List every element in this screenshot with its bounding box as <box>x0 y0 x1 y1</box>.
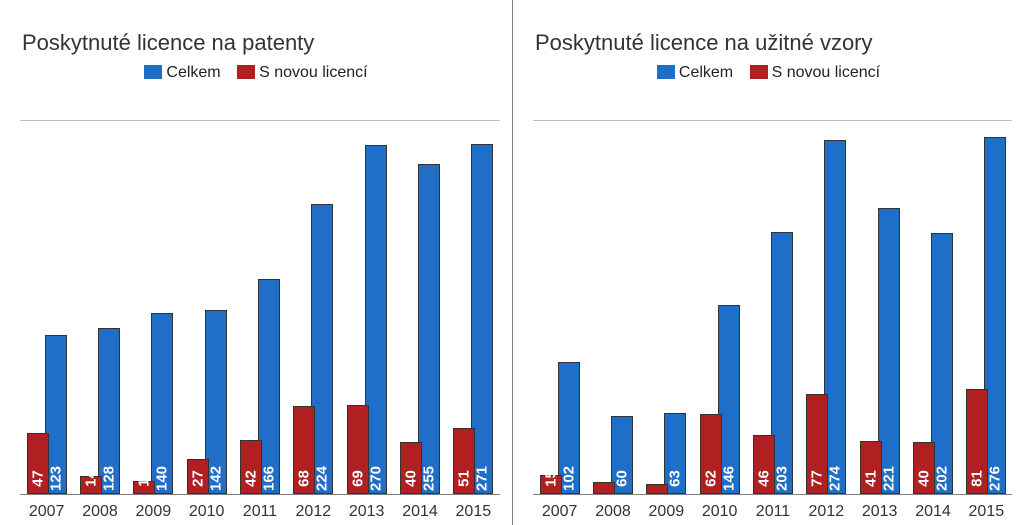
x-tick: 2015 <box>962 503 1010 521</box>
bar-snovou: 15 <box>540 475 562 494</box>
x-tick: 2012 <box>289 503 337 521</box>
x-tick: 2010 <box>696 503 744 521</box>
bar-value-celkem: 166 <box>261 466 278 491</box>
bar-value-snovou: 47 <box>29 470 46 487</box>
bar-value-celkem: 140 <box>154 466 171 491</box>
legend-swatch-celkem <box>657 65 675 79</box>
bar-value-snovou: 9 <box>596 474 613 482</box>
bar-value-snovou: 40 <box>403 470 420 487</box>
bar-value-celkem: 203 <box>774 466 791 491</box>
chart-panel-right: Poskytnuté licence na užitné vzory Celke… <box>512 0 1024 525</box>
bar-value-snovou: 10 <box>136 470 153 487</box>
bar-snovou: 69 <box>347 405 369 494</box>
bar-value-snovou: 51 <box>456 470 473 487</box>
legend-item-celkem: Celkem <box>144 64 220 82</box>
x-tick: 2012 <box>802 503 850 521</box>
bar-value-snovou: 46 <box>756 470 773 487</box>
bar-snovou: 27 <box>187 459 209 494</box>
bar-snovou: 77 <box>806 394 828 494</box>
x-tick: 2013 <box>343 503 391 521</box>
x-tick: 2007 <box>536 503 584 521</box>
legend-item-snovou: S novou licencí <box>750 64 881 82</box>
x-tick: 2010 <box>183 503 231 521</box>
legend-label-celkem: Celkem <box>679 64 733 81</box>
bar-value-celkem: 146 <box>720 466 737 491</box>
bar-value-snovou: 40 <box>916 470 933 487</box>
bar-snovou: 10 <box>133 481 155 494</box>
bar-value-celkem: 202 <box>934 466 951 491</box>
bar-value-snovou: 69 <box>349 470 366 487</box>
bar-snovou: 41 <box>860 441 882 494</box>
chart-xaxis-0: 2007 2008 2009 2010 2011 2012 2013 2014 2015 <box>20 499 500 521</box>
x-tick: 2015 <box>449 503 497 521</box>
bar-value-celkem: 274 <box>827 466 844 491</box>
x-tick: 2011 <box>749 503 797 521</box>
bar-snovou: 40 <box>400 442 422 494</box>
chart-legend: Celkem S novou licencí <box>513 64 1024 88</box>
chart-title: Poskytnuté licence na patenty <box>0 0 512 64</box>
bar-snovou: 68 <box>293 406 315 494</box>
legend-item-snovou: S novou licencí <box>237 64 368 82</box>
bar-snovou: 14 <box>80 476 102 494</box>
bar-celkem: 140 <box>151 313 173 494</box>
bar-snovou: 46 <box>753 435 775 494</box>
bar-snovou: 62 <box>700 414 722 494</box>
bar-value-snovou: 62 <box>702 470 719 487</box>
bar-value-celkem: 128 <box>101 466 118 491</box>
chart-panel-left: Poskytnuté licence na patenty Celkem S n… <box>0 0 512 525</box>
legend-label-celkem: Celkem <box>166 64 220 81</box>
bar-celkem: 128 <box>98 328 120 494</box>
bar-value-celkem: 271 <box>474 466 491 491</box>
bar-snovou: 47 <box>27 433 49 494</box>
x-tick: 2011 <box>236 503 284 521</box>
bar-snovou: 9 <box>593 482 615 494</box>
x-tick: 2007 <box>23 503 71 521</box>
bar-value-snovou: 15 <box>542 470 559 487</box>
chart-title: Poskytnuté licence na užitné vzory <box>513 0 1024 64</box>
bar-value-celkem: 102 <box>560 466 577 491</box>
bar-value-celkem: 276 <box>987 466 1004 491</box>
bar-snovou: 51 <box>453 428 475 494</box>
legend-label-snovou: S novou licencí <box>259 64 368 81</box>
legend-swatch-celkem <box>144 65 162 79</box>
legend-label-snovou: S novou licencí <box>772 64 881 81</box>
legend-item-celkem: Celkem <box>657 64 733 82</box>
x-tick: 2008 <box>589 503 637 521</box>
chart-xaxis-1: 2007 2008 2009 2010 2011 2012 2013 2014 2015 <box>533 499 1012 521</box>
legend-swatch-snovou <box>237 65 255 79</box>
bar-celkem: 63 <box>664 413 686 494</box>
x-tick: 2008 <box>76 503 124 521</box>
bar-value-celkem: 142 <box>207 466 224 491</box>
bar-value-celkem: 63 <box>667 470 684 487</box>
bar-value-snovou: 81 <box>969 470 986 487</box>
bar-value-snovou: 41 <box>862 470 879 487</box>
bar-value-celkem: 60 <box>614 470 631 487</box>
bar-snovou: 81 <box>966 389 988 494</box>
x-tick: 2009 <box>642 503 690 521</box>
bar-value-snovou: 42 <box>243 470 260 487</box>
bar-value-celkem: 255 <box>421 466 438 491</box>
chart-plot-0: 12347 12814 14010 14227 16642 22468 27069 25540… <box>20 120 500 495</box>
bar-value-celkem: 270 <box>367 466 384 491</box>
bar-value-celkem: 221 <box>880 466 897 491</box>
chart-legend: Celkem S novou licencí <box>0 64 512 88</box>
bar-value-snovou: 27 <box>189 470 206 487</box>
bar-value-snovou: 68 <box>296 470 313 487</box>
bar-value-snovou: 14 <box>83 470 100 487</box>
x-tick: 2014 <box>909 503 957 521</box>
bar-value-snovou: 8 <box>649 474 666 482</box>
bar-value-celkem: 123 <box>47 466 64 491</box>
chart-plot-1: 1021560963814662203462747722141202402768… <box>533 120 1012 495</box>
bar-snovou: 8 <box>646 484 668 494</box>
x-tick: 2014 <box>396 503 444 521</box>
bar-snovou: 40 <box>913 442 935 494</box>
bar-snovou: 42 <box>240 440 262 494</box>
legend-swatch-snovou <box>750 65 768 79</box>
bar-value-snovou: 77 <box>809 470 826 487</box>
x-tick: 2013 <box>856 503 904 521</box>
x-tick: 2009 <box>129 503 177 521</box>
bar-value-celkem: 224 <box>314 466 331 491</box>
